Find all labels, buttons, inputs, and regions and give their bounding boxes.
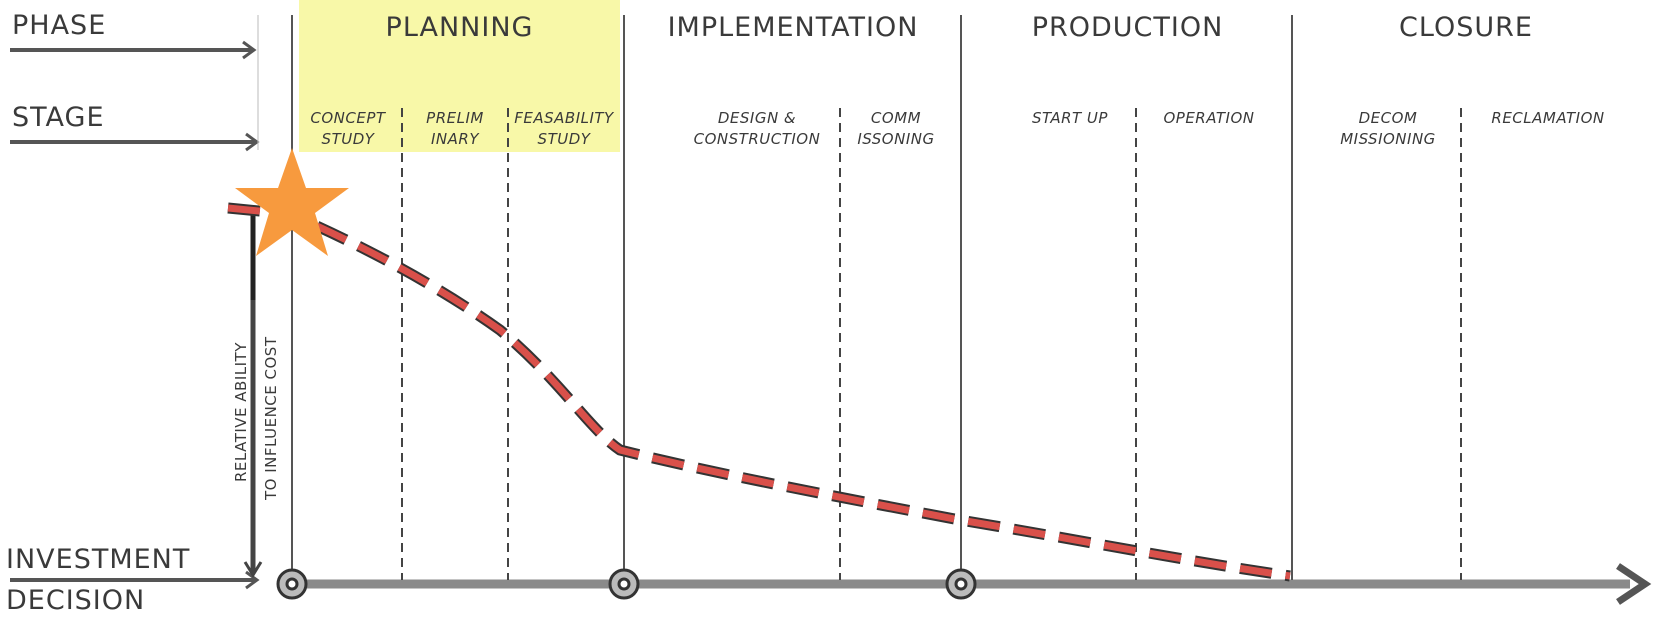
milestone-markers: [276, 568, 977, 600]
phase-implementation: IMPLEMENTATION: [667, 12, 919, 43]
y-axis-arrow: [243, 212, 263, 578]
phase-closure: CLOSURE: [1399, 12, 1533, 43]
row-label-decision: DECISION: [6, 585, 146, 616]
row-label-investment: INVESTMENT: [6, 544, 191, 575]
stage-concept-study: CONCEPT STUDY: [310, 109, 386, 148]
stage-reclamation: RECLAMATION: [1491, 109, 1605, 127]
phase-separators: [291, 15, 1293, 580]
y-axis-label-line2: TO INFLUENCE COST: [262, 336, 280, 500]
phase-row-arrow: [10, 40, 257, 60]
stage-start-up: START UP: [1032, 109, 1108, 127]
influence-cost-curve: [227, 202, 1291, 582]
stage-preliminary: PRELIM INARY: [426, 109, 484, 148]
phase-production: PRODUCTION: [1031, 12, 1224, 43]
stage-commissioning: COMM ISSONING: [857, 109, 935, 148]
stage-row-arrow: [10, 132, 260, 152]
phase-planning: PLANNING: [385, 12, 534, 43]
row-label-stage: STAGE: [12, 102, 105, 133]
stage-decommissioning: DECOM MISSIONING: [1340, 109, 1436, 148]
star-icon: [235, 148, 349, 256]
planning-phase-highlight: [299, 0, 620, 152]
stage-operation: OPERATION: [1163, 109, 1255, 127]
y-axis-label-line1: RELATIVE ABILITY: [232, 342, 250, 482]
stage-design-construction: DESIGN & CONSTRUCTION: [693, 109, 821, 148]
row-label-phase: PHASE: [12, 10, 107, 41]
investment-decision-arrow: [10, 570, 260, 590]
stage-feasibility-study: FEASABILITY STUDY: [514, 109, 614, 148]
